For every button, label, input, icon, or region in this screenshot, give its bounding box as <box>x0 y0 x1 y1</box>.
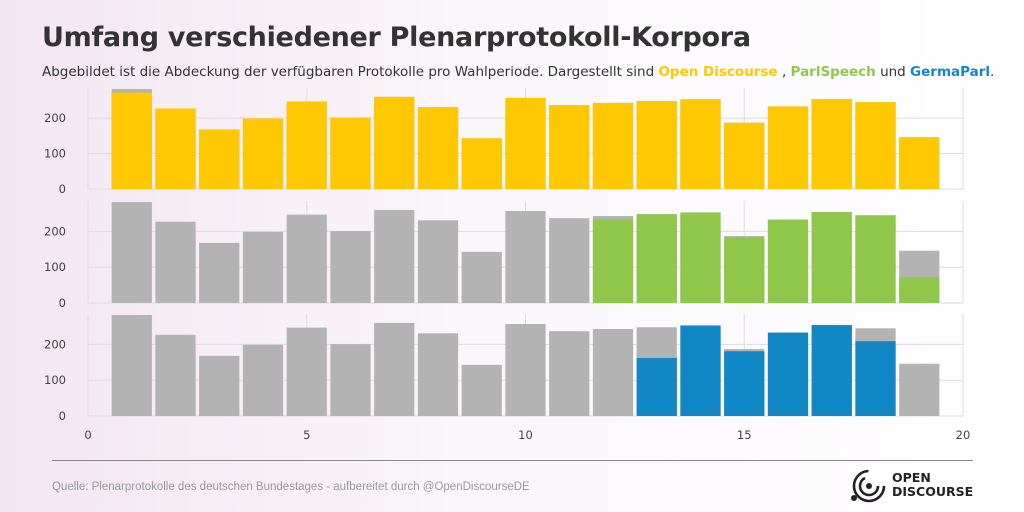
panel-2: 0 100 200 <box>44 201 964 310</box>
subtitle-separator-2: und <box>875 64 911 80</box>
bar-corpus <box>855 341 896 416</box>
bar-total <box>417 220 459 303</box>
bar-total <box>549 218 590 303</box>
bar-corpus <box>811 325 852 416</box>
bar-total <box>374 209 415 303</box>
bar-corpus <box>767 106 809 189</box>
bar-corpus <box>899 277 940 303</box>
bar-total <box>242 344 284 416</box>
bar-corpus <box>724 237 765 303</box>
logo-text: OPEN DISCOURSE <box>892 471 973 499</box>
bar-corpus <box>767 332 809 416</box>
bar-corpus <box>374 96 415 189</box>
bar-corpus <box>724 351 765 416</box>
bar-corpus <box>592 102 634 189</box>
y-tick-label: 0 <box>59 182 66 196</box>
bar-corpus <box>199 129 240 189</box>
bar-corpus <box>855 215 896 303</box>
subtitle-separator-1: , <box>777 64 791 80</box>
bar-corpus <box>899 137 940 189</box>
bar-total <box>111 202 152 303</box>
bar-total <box>899 363 940 416</box>
bar-total <box>330 231 371 303</box>
bar-corpus <box>636 358 677 416</box>
bar-corpus <box>592 219 634 303</box>
bar-total <box>417 333 459 416</box>
bar-total <box>199 355 240 416</box>
logo-icon <box>851 469 886 503</box>
bar-corpus <box>636 101 677 189</box>
bar-corpus <box>242 118 284 189</box>
bar-total <box>242 231 284 303</box>
y-tick-label: 200 <box>44 337 66 351</box>
bar-corpus <box>855 102 896 189</box>
bar-corpus <box>461 138 502 189</box>
legend-germaparl: GermaParl <box>910 64 991 80</box>
source-note: Quelle: Plenarprotokolle des deutschen B… <box>52 481 530 493</box>
bar-corpus <box>111 92 152 189</box>
chart-subtitle: Abgebildet ist die Abdeckung der verfügb… <box>42 64 994 80</box>
bar-total <box>374 322 415 416</box>
y-tick-label: 0 <box>59 296 66 310</box>
y-tick-label: 100 <box>44 147 66 161</box>
x-tick-label: 0 <box>84 428 91 442</box>
bar-corpus <box>330 117 371 189</box>
bar-corpus <box>767 219 809 303</box>
x-tick-label: 5 <box>303 428 310 442</box>
bar-total <box>111 315 152 416</box>
logo-line-1: OPEN <box>892 470 931 485</box>
bar-total <box>155 334 196 416</box>
x-tick-label: 10 <box>518 428 533 442</box>
y-tick-label: 0 <box>59 409 66 423</box>
bar-corpus <box>505 97 546 189</box>
bar-corpus <box>724 122 765 189</box>
bar-corpus <box>811 212 852 303</box>
bar-corpus <box>680 100 721 189</box>
legend-open-discourse: Open Discourse <box>658 64 778 80</box>
bar-total <box>461 251 502 303</box>
bar-total <box>505 211 546 303</box>
x-tick-label: 20 <box>956 428 971 442</box>
bar-corpus <box>286 101 327 189</box>
x-tick-label: 15 <box>737 428 752 442</box>
footer-divider <box>52 460 973 461</box>
panel-1: 0 100 200 <box>44 88 964 196</box>
bar-corpus <box>680 212 721 303</box>
bar-corpus <box>155 108 196 189</box>
bar-total <box>286 327 327 416</box>
bar-corpus <box>680 325 721 416</box>
bar-total <box>155 221 196 303</box>
bar-total <box>549 331 590 416</box>
y-tick-label: 200 <box>44 111 66 125</box>
open-discourse-logo[interactable]: OPEN DISCOURSE <box>850 466 980 506</box>
y-tick-label: 200 <box>44 224 66 238</box>
legend-parlspeech: ParlSpeech <box>790 64 876 80</box>
bar-total <box>461 364 502 416</box>
bar-total <box>592 329 634 416</box>
y-tick-label: 100 <box>44 260 66 274</box>
bar-corpus <box>636 214 677 303</box>
bar-total <box>505 324 546 416</box>
subtitle-end: . <box>990 64 995 80</box>
bar-total <box>286 214 327 303</box>
chart-title: Umfang verschiedener Plenarprotokoll-Kor… <box>42 22 751 53</box>
bar-corpus <box>417 107 459 189</box>
bar-total <box>330 344 371 416</box>
panel-3: 0 100 200 <box>44 314 964 423</box>
subtitle-text: Abgebildet ist die Abdeckung der verfügb… <box>42 64 659 80</box>
logo-line-2: DISCOURSE <box>892 484 974 499</box>
bar-corpus <box>811 98 852 189</box>
y-tick-label: 100 <box>44 373 66 387</box>
bar-total <box>199 242 240 303</box>
faceted-bar-chart: 0 100 200 0 100 200 0 100 200 0 5 10 15 20 <box>44 88 971 442</box>
bar-corpus <box>549 105 590 189</box>
